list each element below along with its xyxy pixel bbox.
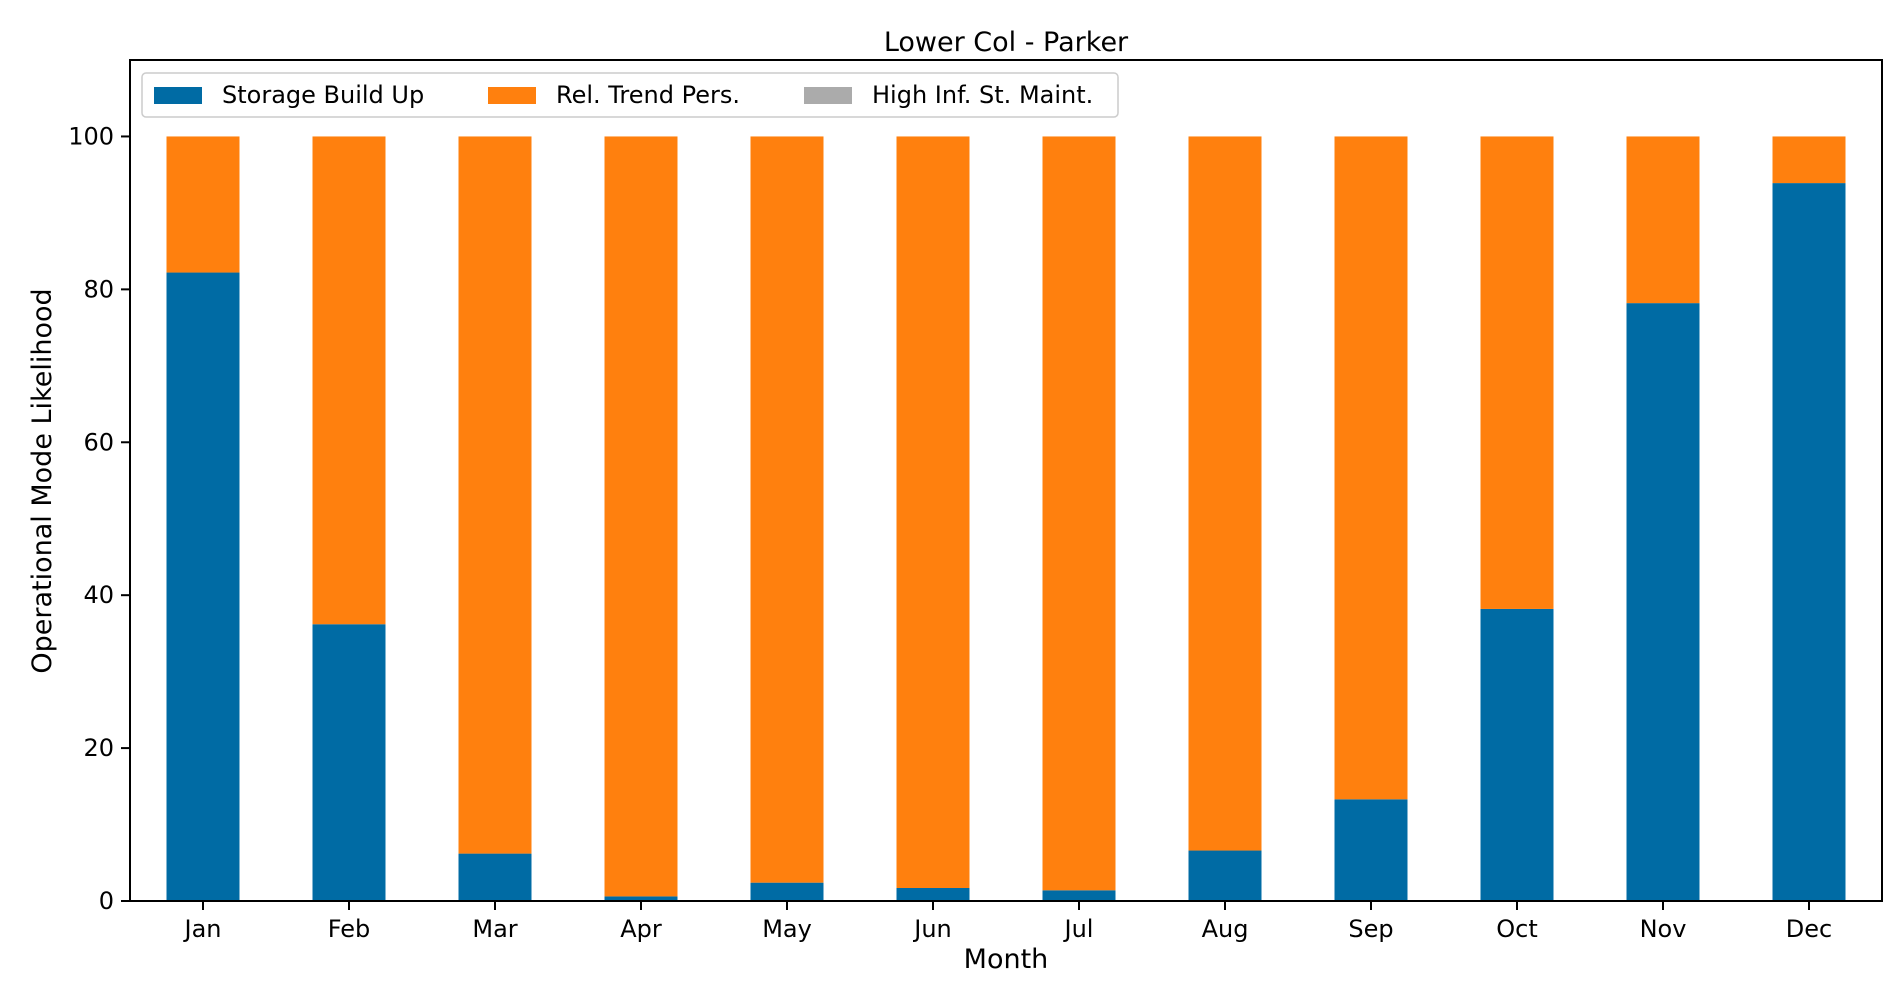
y-tick-label: 60 [83,428,114,456]
y-tick-label: 0 [99,887,114,915]
bar-nov-series-1 [1626,303,1700,901]
bar-sep-series-2 [1334,136,1408,800]
y-tick-label: 20 [83,734,114,762]
bar-mar-series-2 [458,136,532,854]
x-tick-label: Nov [1640,915,1687,943]
bar-dec-series-1 [1772,183,1846,902]
bar-sep-series-1 [1334,799,1408,901]
legend-label: High Inf. St. Maint. [872,81,1093,109]
y-tick-label: 100 [68,122,114,150]
bar-nov-series-2 [1626,136,1700,304]
legend-swatch [804,87,852,104]
x-tick-label: Mar [472,915,517,943]
y-tick-label: 40 [83,581,114,609]
x-tick-label: Jun [912,915,952,943]
legend-box [141,72,1119,118]
bar-aug-series-1 [1188,850,1262,901]
x-axis-label: Month [964,944,1049,975]
x-tick-label: Sep [1348,915,1393,943]
bar-jun-series-1 [896,888,970,901]
x-tick-label: Apr [620,915,662,943]
bar-may-series-1 [750,882,824,901]
bar-apr-series-2 [604,136,678,897]
bar-feb-series-1 [312,624,386,901]
y-tick-label: 80 [83,275,114,303]
legend-swatch [154,87,202,104]
chart-title: Lower Col - Parker [884,27,1129,58]
x-tick-label: Jan [183,915,222,943]
x-tick-label: May [762,915,812,943]
bar-jun-series-2 [896,136,970,889]
bar-may-series-2 [750,136,824,883]
y-axis-label: Operational Mode Likelihood [27,288,58,673]
bar-dec-series-2 [1772,136,1846,184]
bar-jul-series-1 [1042,890,1116,901]
x-tick-label: Oct [1496,915,1538,943]
plot-frame [129,59,1883,902]
bar-jan-series-2 [166,136,240,273]
bar-feb-series-2 [312,136,386,625]
bar-aug-series-2 [1188,136,1262,851]
x-tick-label: Jul [1063,915,1094,943]
legend-label: Rel. Trend Pers. [556,81,740,109]
bars-layer [166,136,1846,902]
bar-jul-series-2 [1042,136,1116,891]
x-tick-label: Aug [1202,915,1249,943]
bar-mar-series-1 [458,853,532,901]
x-tick-label: Feb [328,915,371,943]
legend-swatch [488,87,536,104]
bar-apr-series-1 [604,896,678,901]
bar-oct-series-1 [1480,608,1554,901]
legend-label: Storage Build Up [222,81,424,109]
legend: Storage Build Up Rel. Trend Pers. High Inf… [141,72,1119,118]
axes-layer: Jan Feb Mar Apr May Jun Jul Aug Sep Oct Nov Dec 0 20 4… [68,59,1883,943]
bar-jan-series-1 [166,272,240,901]
x-tick-label: Dec [1786,915,1832,943]
bar-oct-series-2 [1480,136,1554,609]
